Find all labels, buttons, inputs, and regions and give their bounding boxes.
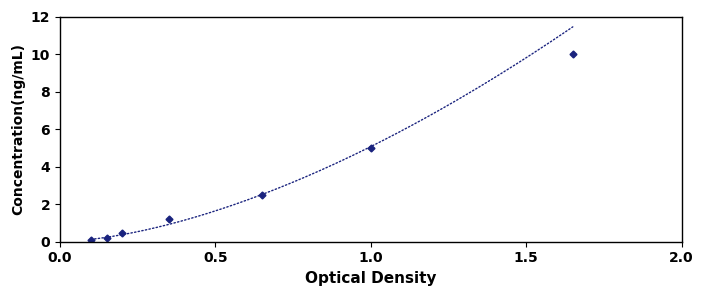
Y-axis label: Concentration(ng/mL): Concentration(ng/mL): [11, 43, 25, 215]
X-axis label: Optical Density: Optical Density: [305, 271, 436, 286]
